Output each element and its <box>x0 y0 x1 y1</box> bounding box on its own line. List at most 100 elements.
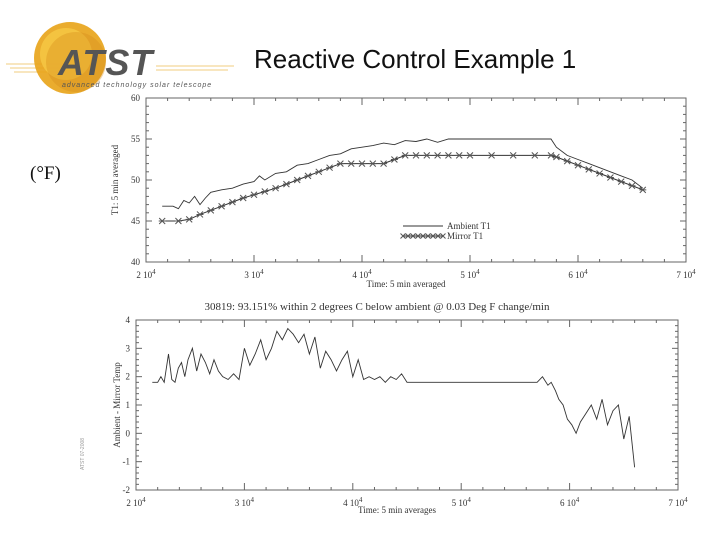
y-tick-label: 3 <box>126 343 131 353</box>
series-point <box>574 161 582 169</box>
x-tick-label: 3 104 <box>244 268 264 280</box>
legend-label: Mirror T1 <box>447 231 483 241</box>
series-point <box>380 160 388 167</box>
y-tick-label: 60 <box>131 93 141 103</box>
x-tick-label: 7 104 <box>676 268 696 280</box>
logo-tagline: advanced technology solar telescope <box>62 82 213 89</box>
series-point <box>282 180 290 188</box>
series-mirror-t1 <box>158 152 647 225</box>
chart-1: 40 45 50 55 60 2 104 3 104 4 104 5 104 6 104 7 104… <box>110 93 696 289</box>
series-point <box>563 157 571 165</box>
series-point <box>466 152 474 159</box>
series-point <box>444 152 452 159</box>
series-point <box>617 178 625 185</box>
series-point <box>347 160 355 167</box>
series-point <box>509 152 517 159</box>
legend-marker <box>430 233 436 239</box>
x-tick-label: 6 104 <box>568 268 588 280</box>
series-point <box>196 211 204 218</box>
series-point <box>174 217 182 225</box>
x-tick-label: 5 104 <box>452 496 472 508</box>
x-tick-exponent: 4 <box>152 268 156 276</box>
logo-text: ATST <box>58 42 154 83</box>
series-point <box>326 164 334 172</box>
x-tick-label: 4 104 <box>343 496 363 508</box>
x-tick-exponent: 4 <box>692 268 696 276</box>
x-tick-exponent: 4 <box>142 496 146 504</box>
atst-logo-graphic <box>6 22 234 94</box>
slide-title: Reactive Control Example 1 <box>254 44 577 74</box>
x-tick-label: 4 104 <box>352 268 372 280</box>
series-point <box>336 160 344 167</box>
y-tick-label: 1 <box>126 400 131 410</box>
y-axis-label: Ambient - Mirror Temp <box>112 362 122 448</box>
series-point <box>293 176 301 184</box>
y-tick-label: 40 <box>131 257 141 267</box>
y-tick-label: -2 <box>123 485 131 495</box>
x-tick-label: 2 104 <box>136 268 156 280</box>
series-ambient-t1 <box>162 138 644 210</box>
series-point <box>315 168 323 176</box>
series-point <box>434 152 442 159</box>
series-point <box>585 165 593 173</box>
series-point <box>390 156 398 163</box>
x-tick-exponent: 4 <box>584 268 588 276</box>
y-tick-label: -1 <box>123 457 131 467</box>
series-point <box>412 152 420 159</box>
series-line <box>162 154 643 222</box>
series-point <box>488 152 496 159</box>
x-tick-exponent: 4 <box>476 268 480 276</box>
series-point <box>358 160 366 167</box>
legend-marker <box>420 233 426 239</box>
y-tick-label: 4 <box>126 315 131 325</box>
x-tick-exponent: 4 <box>260 268 264 276</box>
series-line <box>162 138 644 210</box>
series-line <box>152 327 636 468</box>
x-tick-label: 7 104 <box>668 496 688 508</box>
legend-marker <box>415 233 421 239</box>
legend-label: Ambient T1 <box>447 221 491 231</box>
legend-marker <box>400 233 406 239</box>
legend-marker <box>410 233 416 239</box>
x-tick-label: 3 104 <box>235 496 255 508</box>
x-tick-exponent: 4 <box>467 496 471 504</box>
x-tick-label: 6 104 <box>560 496 580 508</box>
x-tick-exponent: 4 <box>684 496 688 504</box>
chart-title: 30819: 93.151% within 2 degrees C below … <box>205 301 550 313</box>
series-point <box>606 174 614 181</box>
series-point <box>272 184 280 192</box>
y-tick-label: 45 <box>131 216 141 226</box>
series-point <box>401 152 409 159</box>
x-tick-label: 5 104 <box>460 268 480 280</box>
x-axis-label: Time: 5 min averages <box>358 505 436 515</box>
x-tick-exponent: 4 <box>576 496 580 504</box>
series-point <box>228 198 236 206</box>
x-tick-exponent: 4 <box>368 268 372 276</box>
series-point <box>218 202 226 210</box>
legend-marker <box>435 233 441 239</box>
series-point <box>369 160 377 167</box>
series-point <box>455 152 463 159</box>
series-point <box>423 152 431 159</box>
y-axis-label: T1: 5 min averaged <box>110 144 120 215</box>
series-point <box>250 191 258 199</box>
x-tick-exponent: 4 <box>251 496 255 504</box>
series-point <box>239 194 247 202</box>
y-tick-label: 0 <box>126 428 131 438</box>
series-point <box>261 188 269 195</box>
series-point <box>552 153 560 161</box>
series-point <box>185 216 193 223</box>
series-point <box>596 170 604 177</box>
x-tick-exponent: 4 <box>359 496 363 504</box>
unit-label: (°F) <box>30 163 61 184</box>
x-axis-label: Time: 5 min averaged <box>367 279 446 289</box>
legend-marker <box>425 233 431 239</box>
series-point <box>304 172 312 180</box>
series-1 <box>152 327 636 468</box>
legend-marker <box>405 233 411 239</box>
y-tick-label: 50 <box>131 175 141 185</box>
legend-marker <box>440 233 446 239</box>
series-point <box>531 152 539 159</box>
